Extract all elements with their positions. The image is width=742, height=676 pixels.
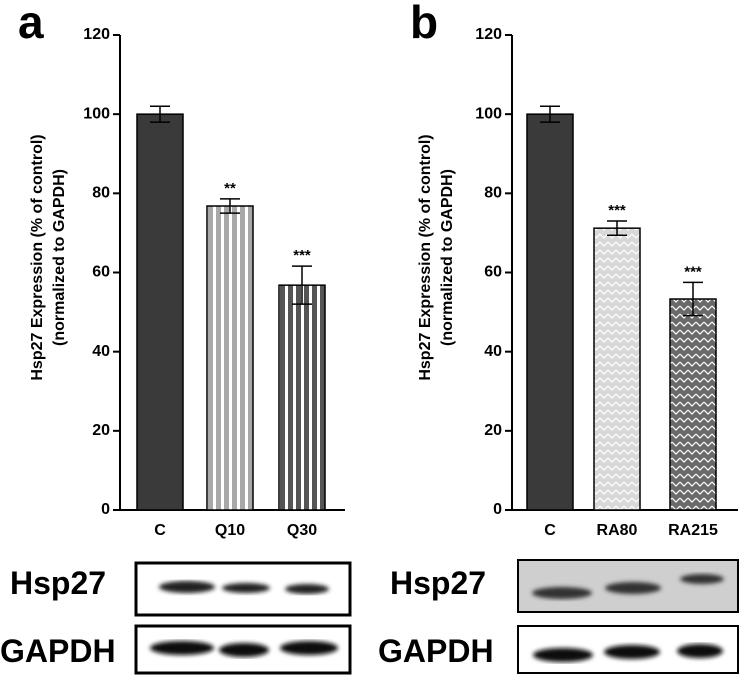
panel-letter: b bbox=[410, 0, 438, 48]
blot-label: GAPDH bbox=[378, 633, 494, 669]
bar bbox=[593, 227, 641, 511]
x-tick-label: RA215 bbox=[668, 522, 718, 539]
bar bbox=[206, 205, 254, 511]
panel-letter: a bbox=[18, 0, 44, 48]
y-tick-label: 80 bbox=[484, 185, 502, 202]
significance-label: *** bbox=[293, 247, 311, 264]
error-bar bbox=[292, 265, 312, 305]
y-tick-label: 40 bbox=[484, 343, 502, 360]
y-axis-label: Hsp27 Expression (% of control) bbox=[417, 134, 434, 380]
blot-label: Hsp27 bbox=[10, 565, 106, 601]
error-bar bbox=[607, 220, 627, 237]
bar bbox=[526, 113, 574, 511]
blot-label: GAPDH bbox=[0, 633, 116, 669]
y-tick-label: 100 bbox=[475, 105, 502, 122]
y-axis-label: (normalized to GAPDH) bbox=[439, 169, 456, 346]
x-tick-label: Q10 bbox=[215, 522, 245, 539]
bar bbox=[136, 113, 184, 511]
error-bar bbox=[683, 281, 703, 317]
y-tick-label: 120 bbox=[475, 26, 502, 43]
y-tick-label: 40 bbox=[92, 343, 110, 360]
y-axis-label: Hsp27 Expression (% of control) bbox=[29, 134, 46, 380]
x-tick-label: C bbox=[154, 522, 166, 539]
error-bar bbox=[540, 105, 560, 123]
x-tick-label: RA80 bbox=[597, 522, 638, 539]
x-tick-label: Q30 bbox=[287, 522, 317, 539]
significance-label: ** bbox=[224, 180, 236, 197]
y-tick-label: 0 bbox=[101, 501, 110, 518]
error-bar bbox=[220, 198, 240, 214]
x-tick-label: C bbox=[544, 522, 556, 539]
error-bar bbox=[150, 105, 170, 123]
bar bbox=[278, 284, 326, 511]
y-tick-label: 60 bbox=[484, 264, 502, 281]
blot-bands bbox=[533, 644, 723, 662]
y-axis-label: (normalized to GAPDH) bbox=[51, 169, 68, 346]
significance-label: *** bbox=[684, 263, 702, 280]
y-tick-label: 80 bbox=[92, 185, 110, 202]
y-tick-label: 20 bbox=[484, 422, 502, 439]
bar bbox=[669, 298, 717, 511]
blot-label: Hsp27 bbox=[390, 565, 486, 601]
y-tick-label: 60 bbox=[92, 264, 110, 281]
y-tick-label: 0 bbox=[493, 501, 502, 518]
blot-bands bbox=[150, 641, 338, 657]
blot-bands bbox=[532, 574, 724, 599]
blot-bands bbox=[159, 581, 329, 594]
significance-label: *** bbox=[608, 202, 626, 219]
y-tick-label: 100 bbox=[83, 105, 110, 122]
y-tick-label: 20 bbox=[92, 422, 110, 439]
y-tick-label: 120 bbox=[83, 26, 110, 43]
